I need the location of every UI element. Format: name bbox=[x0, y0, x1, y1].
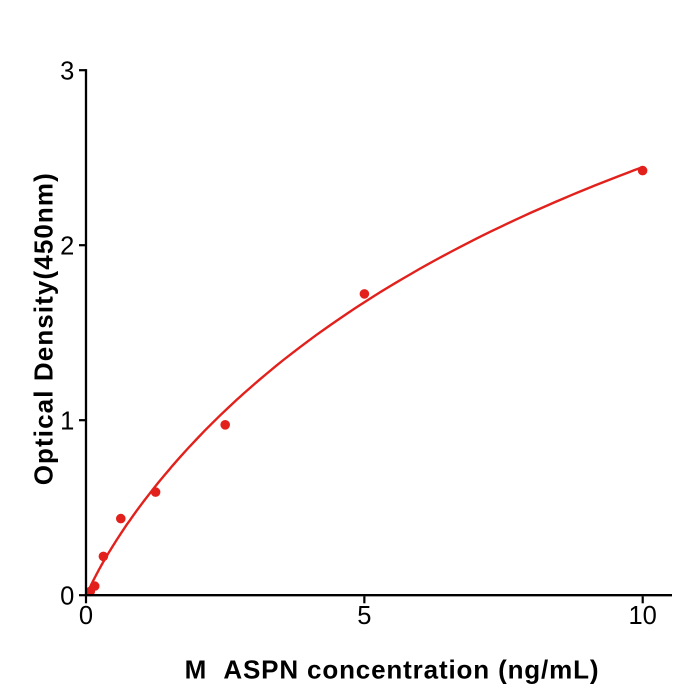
svg-text:M ASPN concentration (ng/mL): M ASPN concentration (ng/mL) bbox=[185, 655, 600, 685]
svg-text:5: 5 bbox=[357, 602, 371, 630]
svg-text:2: 2 bbox=[60, 233, 74, 261]
svg-text:0: 0 bbox=[60, 583, 74, 611]
svg-text:Optical Density(450nm): Optical Density(450nm) bbox=[29, 172, 59, 485]
svg-text:1: 1 bbox=[60, 408, 74, 436]
svg-text:10: 10 bbox=[629, 602, 657, 630]
svg-text:0: 0 bbox=[79, 602, 93, 630]
svg-text:3: 3 bbox=[60, 58, 74, 86]
